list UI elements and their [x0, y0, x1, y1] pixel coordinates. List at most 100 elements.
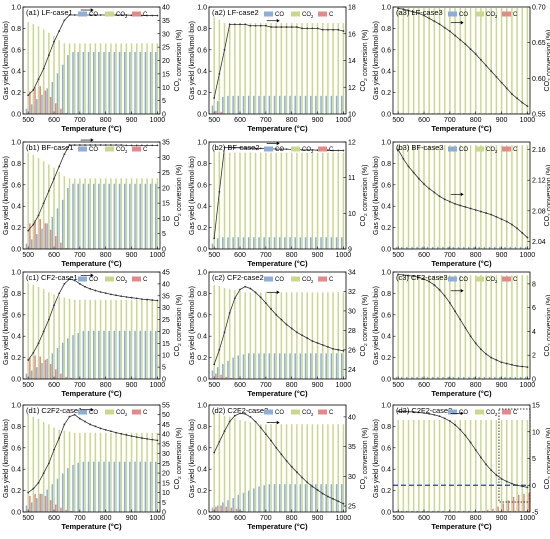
bar-co: [411, 246, 413, 249]
y2-tick-label: 25: [162, 45, 170, 52]
conversion-point: [337, 149, 340, 152]
y2-tick-label: 30: [162, 305, 170, 312]
x-tick-label: 1000: [520, 382, 536, 389]
conversion-point: [130, 296, 133, 299]
y2-tick-label: 0: [162, 112, 166, 119]
bar-co: [289, 95, 291, 114]
bar-co: [406, 246, 408, 249]
y-tick-label: 0.8: [381, 26, 391, 33]
conversion-point: [89, 144, 92, 146]
conversion-point: [68, 14, 71, 16]
x-tick-label: 800: [286, 117, 298, 124]
bar-co2: [73, 43, 76, 114]
conversion-point: [104, 292, 107, 295]
axis-arrow-head: [276, 141, 280, 146]
bar-c: [29, 357, 31, 379]
bar-co2: [259, 152, 262, 249]
conversion-point: [264, 302, 267, 305]
bar-co2: [115, 43, 117, 114]
legend-swatch: [264, 11, 273, 17]
y2-tick-label: -5: [532, 510, 538, 517]
conversion-point: [397, 7, 400, 10]
bar-co2: [438, 275, 441, 379]
bar-co: [263, 485, 265, 512]
bar-co2: [480, 8, 482, 114]
bar-c: [215, 373, 217, 379]
bar-co: [211, 370, 214, 379]
bar-co: [452, 246, 455, 249]
bar-co2: [485, 8, 487, 114]
x-axis-label: Temperature (°C): [61, 259, 122, 268]
bar-co2: [135, 299, 138, 379]
x-tick-label: 500: [22, 252, 34, 259]
conversion-point: [311, 485, 314, 488]
bar-co2: [285, 23, 288, 114]
x-tick-label: 800: [470, 515, 482, 522]
conversion-point: [306, 27, 309, 30]
bar-co2: [115, 299, 117, 379]
axis-arrow-head: [90, 138, 94, 142]
y-axis-label: Gas yield (kmol/kmol·bio): [189, 156, 196, 235]
bar-co: [67, 468, 69, 512]
bar-co2: [342, 152, 345, 249]
bar-co: [315, 484, 317, 512]
bar-co: [25, 505, 28, 512]
bar-co2: [37, 418, 40, 512]
y2-tick-label: 10: [162, 216, 170, 223]
conversion-point: [321, 28, 324, 31]
bar-co: [504, 376, 506, 379]
bar-co2: [443, 275, 446, 379]
x-tick-label: 600: [48, 382, 60, 389]
panel-11: 500 600 700 800 900 1000 0.0 0.2 0.4 0.6 0.8 1.0 25 3…: [189, 403, 369, 532]
y2-tick-label: 20: [162, 329, 170, 336]
bar-co: [340, 237, 343, 249]
legend-label: C: [513, 277, 518, 283]
bar-co: [77, 332, 79, 379]
y-tick-label: 0.6: [11, 445, 21, 452]
bar-co: [478, 246, 480, 249]
bar-co: [227, 360, 229, 379]
x-tick-label: 500: [22, 117, 34, 124]
legend-swatch: [502, 146, 511, 152]
conversion-point: [63, 19, 66, 22]
conversion-point: [135, 144, 138, 147]
bar-co2: [306, 152, 308, 249]
bar-co: [56, 73, 59, 114]
bar-co: [87, 330, 90, 379]
x-tick-label: 900: [496, 117, 508, 124]
conversion-point: [73, 279, 76, 282]
axis-arrow-head: [90, 8, 94, 12]
conversion-point: [454, 34, 456, 37]
conversion-point: [218, 191, 221, 193]
legend-swatch: [475, 276, 484, 282]
conversion-point: [423, 412, 425, 414]
bar-co: [253, 237, 255, 249]
y-tick-label: 0.6: [197, 182, 207, 189]
legend-label: CO: [89, 147, 98, 153]
y-tick-label: 0.8: [381, 161, 391, 168]
bar-co2: [495, 8, 498, 114]
bar-co: [340, 95, 343, 114]
bar-co2: [120, 43, 122, 114]
bar-co: [263, 353, 265, 379]
bar-co: [395, 510, 398, 512]
bar-c: [49, 500, 52, 512]
bar-co: [77, 183, 79, 249]
bar-co: [134, 330, 136, 379]
bar-co: [154, 183, 157, 249]
conversion-point: [280, 318, 283, 321]
bar-co2: [37, 26, 40, 114]
bar-co2: [433, 419, 436, 512]
bar-co2: [521, 145, 523, 249]
y-tick-label: 1.0: [381, 5, 391, 12]
bar-co: [304, 484, 307, 512]
y2-axis-label: CO2 conversion (%): [544, 30, 550, 92]
bar-co: [92, 183, 95, 249]
bar-co2: [125, 43, 128, 114]
y-axis-label: Gas yield (kmol/kmol·bio): [373, 156, 380, 235]
bar-co2: [423, 275, 425, 379]
highlight-box: [498, 408, 531, 503]
conversion-point: [459, 38, 462, 41]
conversion-point: [516, 365, 518, 367]
bar-co: [294, 95, 296, 114]
